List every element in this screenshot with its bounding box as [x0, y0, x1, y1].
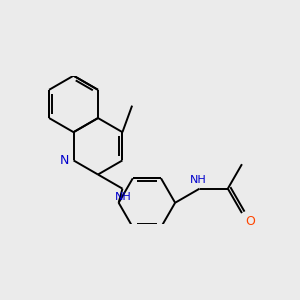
Text: O: O [245, 214, 255, 228]
Text: NH: NH [115, 192, 132, 203]
Text: N: N [60, 154, 69, 167]
Text: NH: NH [190, 175, 206, 185]
